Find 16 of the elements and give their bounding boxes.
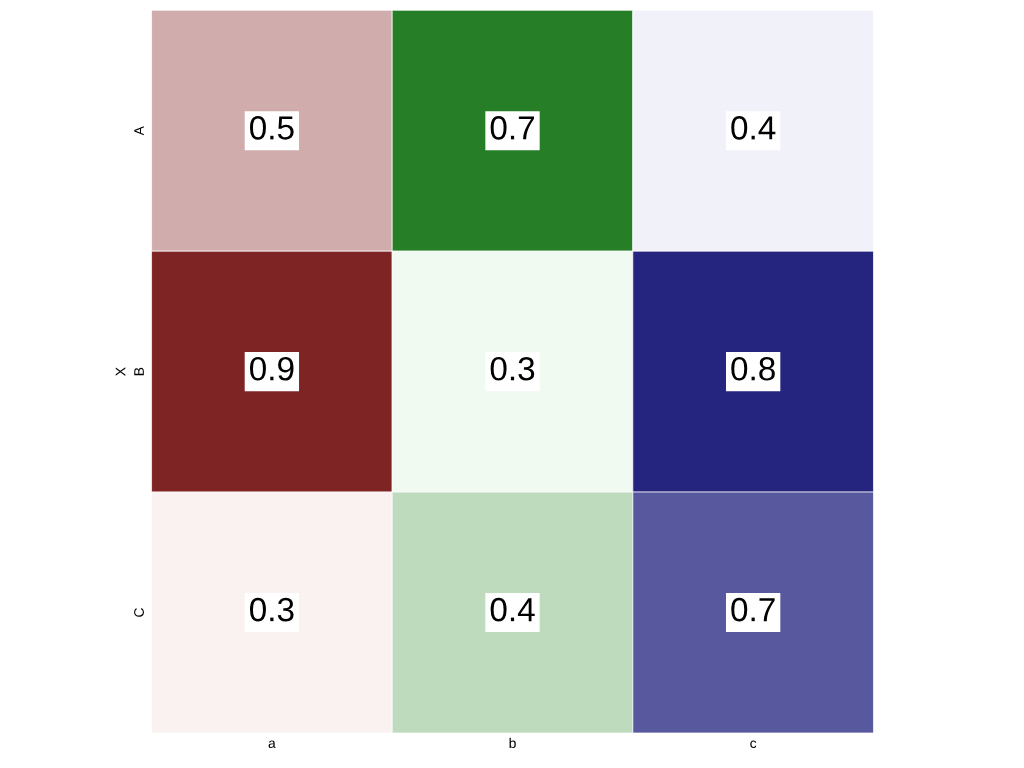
x-tick-label: a (268, 740, 276, 749)
data-label: 0.8 (731, 356, 775, 381)
data-label: 0.7 (731, 597, 775, 622)
y-tick-label: A (134, 126, 144, 136)
data-label: 0.3 (250, 597, 294, 622)
x-tick-label: b (509, 737, 516, 749)
data-label: 0.4 (731, 116, 776, 140)
data-label: 0.9 (250, 356, 294, 381)
data-label: 0.5 (250, 116, 294, 140)
data-label: 0.3 (490, 356, 535, 381)
data-label: 0.7 (490, 116, 535, 140)
x-tick-label: c (750, 740, 757, 749)
y-tick-label: C (134, 608, 144, 617)
data-label: 0.4 (490, 597, 535, 622)
y-tick-label: B (134, 367, 144, 376)
y-axis-title: X (115, 367, 126, 376)
